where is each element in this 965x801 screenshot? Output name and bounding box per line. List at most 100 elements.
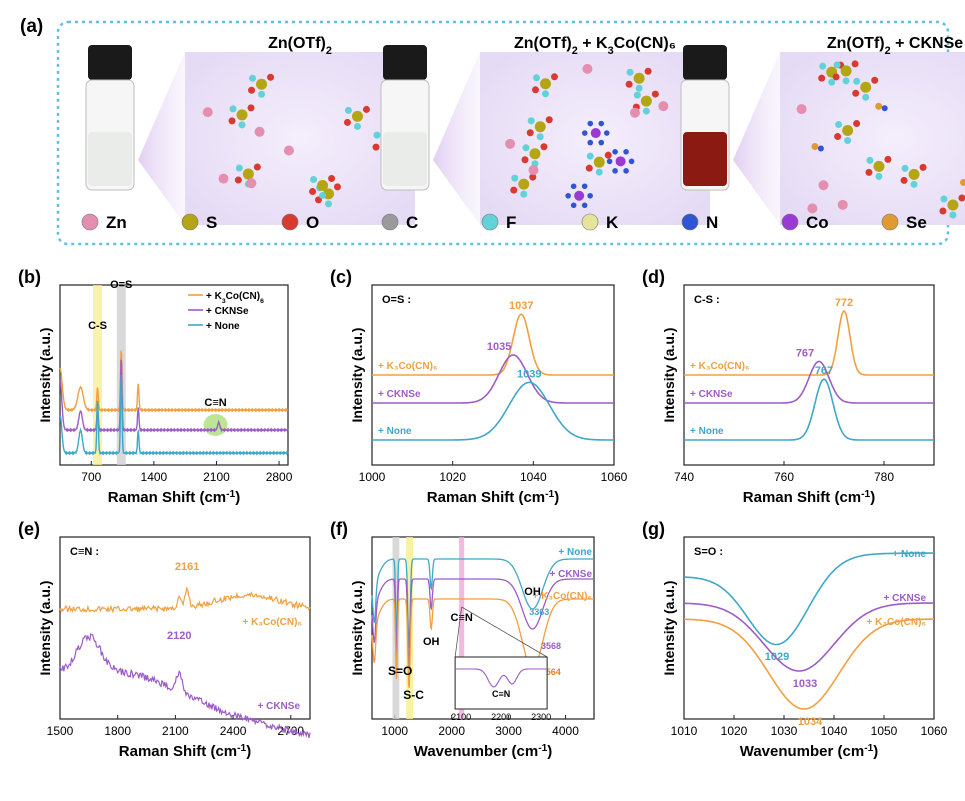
x-tick-label: 3000 [495, 724, 522, 738]
series-line [684, 618, 934, 710]
x-tick-label: 1040 [821, 724, 848, 738]
x-tick-label: 780 [874, 470, 894, 484]
zn-ion [283, 145, 294, 156]
chart-f: (f) 1000 2000 3000 4000 Wavenumber (cm-1) Inte… [330, 519, 595, 761]
series-line [372, 354, 614, 404]
x-tick-label: 1000 [359, 470, 386, 484]
y-axis-label: Intensity (a.u.) [349, 581, 365, 676]
zn-ion [807, 203, 818, 214]
cn-ligand [587, 139, 594, 146]
x-tick-label: 1010 [671, 724, 698, 738]
inset-connector [461, 606, 548, 658]
chart-c: (c) 1000 1020 1040 1060 Raman Shift (cm-1) Int… [330, 267, 628, 506]
series-label: + CKNSe [549, 569, 592, 580]
x-tick-label: 1020 [721, 724, 748, 738]
series-label: + CKNSe [690, 389, 733, 400]
series-label: + None [378, 426, 412, 437]
legend-label: O [306, 213, 319, 232]
zn-ion [837, 199, 848, 210]
series-line [371, 558, 594, 648]
legend-swatch [781, 213, 799, 231]
otf-molecule [865, 155, 892, 180]
x-tick-label: 2100 [162, 724, 189, 738]
inset-label: C≡N [492, 689, 510, 699]
chart-d: (d) 740 760 780 Raman Shift (cm-1) Intensity … [642, 267, 935, 507]
otf-molecule [852, 76, 879, 101]
series-label: + CKNSe [883, 593, 926, 604]
legend-label: Zn [106, 213, 127, 232]
electrolyte-title: Zn(OTf)2 + CKNSe [827, 35, 963, 57]
inner-title: S=O : [694, 546, 723, 558]
peak-label: 1033 [793, 678, 817, 690]
x-tick-label: 760 [774, 470, 794, 484]
series-label: + K₃Co(CN)₆ [533, 591, 592, 602]
annotation-s-c: S-C [403, 688, 424, 702]
cn-ligand [598, 139, 605, 146]
otf-molecule [832, 60, 859, 85]
se-atom [811, 142, 819, 150]
otf-molecule [343, 105, 370, 130]
series-line [684, 602, 934, 672]
legend-label: + None [206, 321, 240, 332]
series-line [371, 578, 594, 668]
x-tick-label: 2000 [438, 724, 465, 738]
co-complex [574, 190, 585, 201]
x-axis-label: Raman Shift (cm-1) [743, 489, 875, 507]
zn-ion [254, 126, 265, 137]
plot-frame [371, 536, 595, 720]
y-axis-label: Intensity (a.u.) [661, 581, 677, 676]
zn-ion [629, 107, 640, 118]
cn-ligand [623, 149, 629, 155]
otf-molecule [309, 174, 336, 199]
legend-swatch [681, 213, 699, 231]
zn-ion [218, 173, 229, 184]
legend-swatch [581, 213, 599, 231]
x-tick-label: 740 [674, 470, 694, 484]
otf-molecule [585, 151, 612, 176]
electrolyte-group: Zn(OTf)2 [85, 35, 415, 225]
x-axis-label: Wavenumber (cm-1) [414, 743, 553, 761]
series-label: + None [690, 426, 724, 437]
plot-frame [683, 536, 935, 720]
cn-band [459, 537, 465, 719]
inner-title: C-S : [694, 294, 720, 306]
peak-label: 3568 [541, 641, 561, 651]
x-axis-label: Raman Shift (cm-1) [427, 489, 559, 507]
electrolyte-title: Zn(OTf)2 [268, 35, 332, 57]
peak-label: 1035 [487, 341, 511, 353]
annotation-oh-2: OH [524, 586, 541, 598]
zn-ion [818, 180, 829, 191]
legend-swatch [81, 213, 99, 231]
cn-ellipse [203, 414, 228, 436]
annotation-o-s: O=S [110, 279, 132, 291]
series-label: + None [558, 547, 592, 558]
electrolyte-title: Zn(OTf)2 + K3Co(CN)₆ [514, 35, 676, 57]
otf-molecule [248, 73, 275, 98]
otf-molecule [900, 163, 927, 188]
otf-molecule [531, 73, 558, 98]
x-tick-label: 1800 [104, 724, 131, 738]
cn-ligand [581, 183, 588, 190]
peak-label: 1034 [798, 716, 823, 728]
cn-ligand [598, 120, 605, 127]
x-tick-label: 1020 [439, 470, 466, 484]
cn-ligand [581, 202, 588, 209]
x-axis-label: Raman Shift (cm-1) [108, 489, 240, 507]
x-tick-label: 2400 [220, 724, 247, 738]
legend-swatch [481, 213, 499, 231]
inset-frame [454, 656, 548, 710]
otf-molecule [526, 116, 553, 141]
otf-molecule [228, 104, 255, 129]
x-tick-label: 2100 [203, 470, 230, 484]
series-line [59, 374, 289, 456]
legend-label: + K3Co(CN)6 [206, 291, 264, 305]
inner-title: O=S : [382, 294, 411, 306]
panel-label: (f) [330, 519, 348, 539]
peak-label: 1039 [517, 368, 541, 380]
series-line [59, 350, 289, 413]
zn-ion [505, 138, 516, 149]
annotation-c-s: C-S [88, 320, 107, 332]
se-atom [875, 102, 883, 110]
panel-label: (b) [18, 267, 41, 287]
